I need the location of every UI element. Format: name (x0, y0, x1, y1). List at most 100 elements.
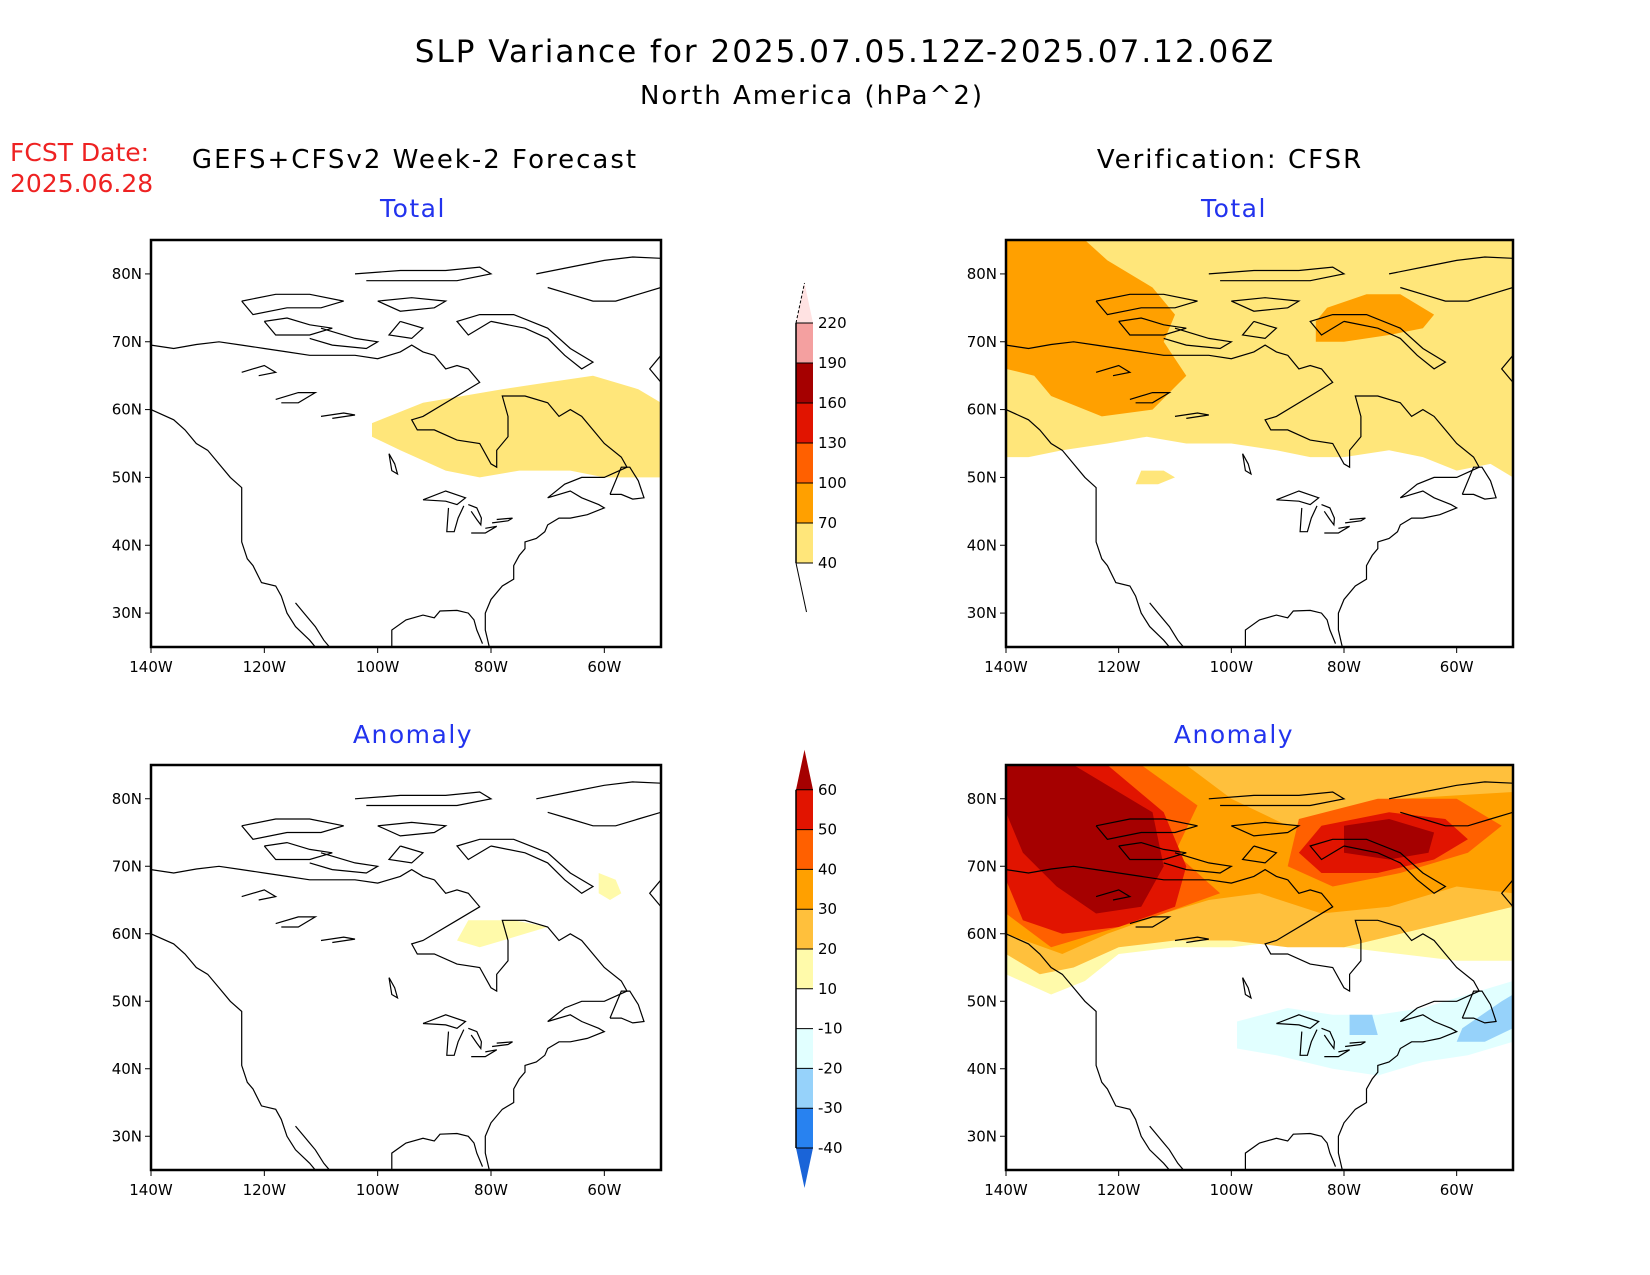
y-tick-label: 50N (967, 992, 997, 1010)
coastline (1095, 889, 1132, 901)
shaded-region (598, 873, 622, 900)
coastline (1095, 364, 1132, 377)
colorbar-label: 60 (818, 781, 837, 799)
x-tick-label: 60W (587, 658, 621, 676)
y-tick-label: 60N (967, 925, 997, 943)
coastline (391, 609, 484, 647)
coastline (468, 1027, 483, 1051)
x-tick-label: 80W (474, 1181, 508, 1199)
colorbar-band (796, 363, 813, 403)
fcst-date-value: 2025.06.28 (10, 169, 153, 198)
colorbar-label: -30 (818, 1099, 843, 1117)
coastline (471, 525, 498, 534)
coastline (410, 354, 628, 647)
coastline (1241, 320, 1278, 340)
coastline (1388, 256, 1513, 275)
subtitle: North America (hPa^2) (640, 81, 984, 111)
y-tick-label: 40N (967, 536, 997, 554)
coastline (455, 838, 595, 895)
shaded-region (1456, 994, 1513, 1042)
coastline (309, 852, 380, 874)
coastline (388, 453, 399, 476)
coastline (1163, 852, 1234, 874)
coastline (320, 412, 356, 419)
shaded-region (457, 920, 548, 948)
x-tick-label: 60W (1440, 1181, 1474, 1199)
coastline (1321, 1027, 1336, 1051)
colorbar-band (796, 909, 813, 949)
map-frame (1004, 238, 1515, 649)
colorbar-label: 70 (818, 514, 837, 532)
panel-title-forecast-total: Total (379, 194, 446, 223)
y-tick-label: 60N (967, 401, 997, 419)
coastline (1163, 327, 1234, 350)
y-tick-label: 30N (967, 1127, 997, 1145)
shaded-region (372, 375, 661, 478)
colorbar-band (796, 1028, 813, 1069)
main-title: SLP Variance for 2025.07.05.12Z-2025.07.… (415, 34, 1275, 70)
coastline (1461, 466, 1497, 500)
coastline (1264, 354, 1481, 647)
panel-title-forecast-anomaly: Anomaly (353, 720, 473, 749)
coastline (547, 286, 661, 302)
coastline (1174, 936, 1209, 944)
coastline (391, 1132, 484, 1170)
y-tick-label: 80N (967, 790, 997, 808)
colorbar-label: 40 (818, 860, 837, 878)
coastline (1242, 977, 1252, 1000)
x-tick-label: 80W (474, 658, 508, 676)
coastline (648, 879, 661, 908)
coastline (1299, 1029, 1318, 1056)
coastline (492, 517, 513, 524)
x-tick-label: 100W (356, 1181, 400, 1199)
y-tick-label: 70N (112, 857, 142, 875)
coastline (1400, 286, 1513, 302)
colorbar-band (796, 323, 813, 363)
coastline (354, 266, 493, 282)
coastline (1461, 990, 1497, 1024)
coastline (1276, 490, 1320, 506)
coastline (241, 293, 344, 316)
colorbar-upper-extension (796, 283, 813, 323)
colorbar-band (796, 443, 813, 483)
y-tick-label: 30N (112, 1127, 142, 1145)
colorbar-label: 40 (818, 554, 837, 572)
colorbar-band (796, 523, 813, 563)
coastline (263, 841, 333, 861)
map-background (151, 765, 661, 1170)
x-tick-label: 60W (1440, 658, 1474, 676)
x-tick-label: 120W (243, 658, 287, 676)
y-tick-label: 30N (112, 604, 142, 622)
coastline (309, 327, 380, 350)
coastline (492, 1041, 513, 1048)
coastline (410, 879, 628, 1170)
colorbar-label: -20 (818, 1059, 843, 1077)
x-tick-label: 140W (984, 1181, 1028, 1199)
coastline (295, 1125, 330, 1170)
colorbar-band (796, 1108, 813, 1148)
coastline (1299, 505, 1318, 533)
colorbar-band (796, 829, 813, 870)
colorbar-label: 130 (818, 434, 847, 452)
colorbar-band (796, 789, 813, 830)
x-tick-label: 80W (1327, 658, 1361, 676)
map-frame (1004, 763, 1515, 1172)
coastline (1309, 838, 1447, 895)
colorbar-label: -10 (818, 1020, 843, 1038)
coastline (320, 936, 356, 944)
coastline (387, 845, 425, 864)
coastline (446, 505, 465, 533)
right-column-title: Verification: CFSR (1097, 145, 1363, 175)
colorbar-label: 10 (818, 980, 837, 998)
fcst-date-label: FCST Date: (10, 138, 149, 167)
coastline (1500, 879, 1513, 908)
coastline (422, 490, 467, 506)
map-frame (149, 238, 663, 649)
colorbar-label: 30 (818, 900, 837, 918)
coastline (1500, 354, 1513, 383)
y-tick-label: 60N (112, 925, 142, 943)
coastline (1324, 1049, 1350, 1058)
colorbar-band (796, 1068, 813, 1109)
coastline (377, 821, 448, 837)
coastline (1129, 916, 1172, 928)
